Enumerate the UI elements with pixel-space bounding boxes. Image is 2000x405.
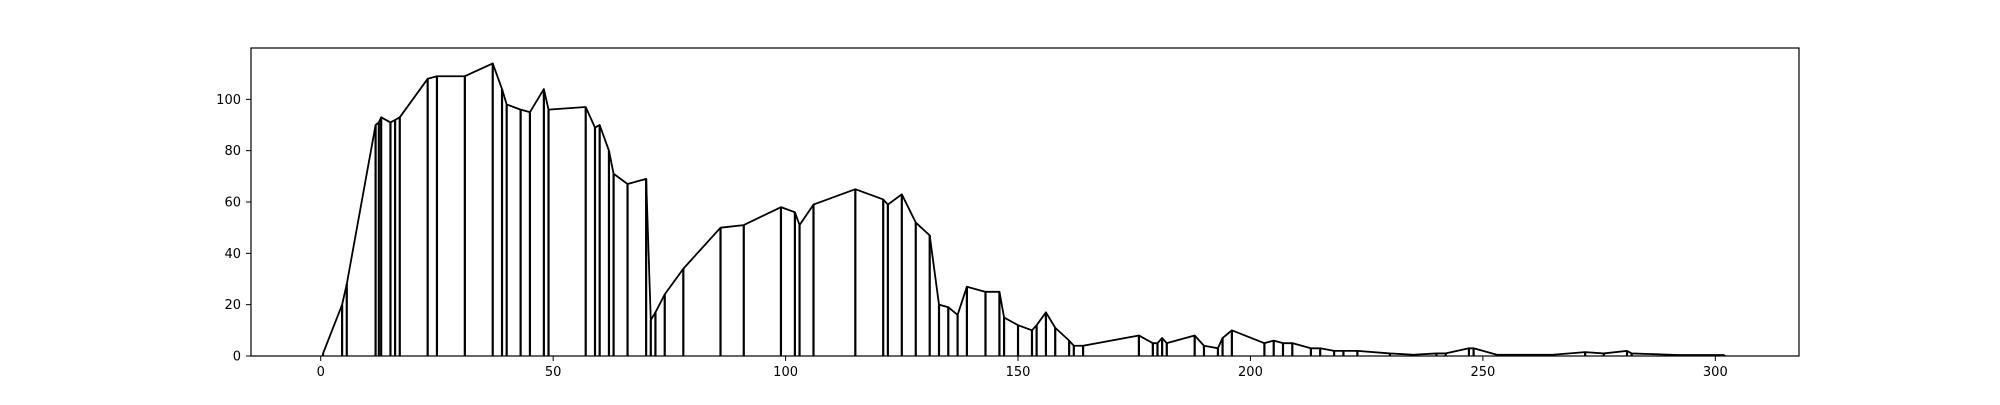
y-tick-label: 0 xyxy=(233,350,241,365)
x-tick-label: 100 xyxy=(773,365,798,380)
stems-layer xyxy=(321,63,1726,356)
x-tick-label: 200 xyxy=(1238,365,1263,380)
line-layer xyxy=(322,62,1725,356)
x-tick-label: 0 xyxy=(317,365,325,380)
plot-area xyxy=(251,48,1799,356)
x-tick-label: 50 xyxy=(545,365,562,380)
y-tick-label: 20 xyxy=(224,298,241,313)
y-tick-label: 80 xyxy=(224,144,241,159)
y-tick-label: 60 xyxy=(224,196,241,211)
y-axis-ticks: 0 20 40 60 80 100 xyxy=(216,93,251,365)
x-tick-label: 150 xyxy=(1006,365,1031,380)
series-line xyxy=(322,62,1725,356)
x-axis-ticks: 0 50 100 150 200 250 300 xyxy=(317,356,1728,380)
y-tick-label: 40 xyxy=(224,247,241,262)
y-tick-label: 100 xyxy=(216,93,241,108)
x-tick-label: 300 xyxy=(1703,365,1728,380)
x-tick-label: 250 xyxy=(1470,365,1495,380)
